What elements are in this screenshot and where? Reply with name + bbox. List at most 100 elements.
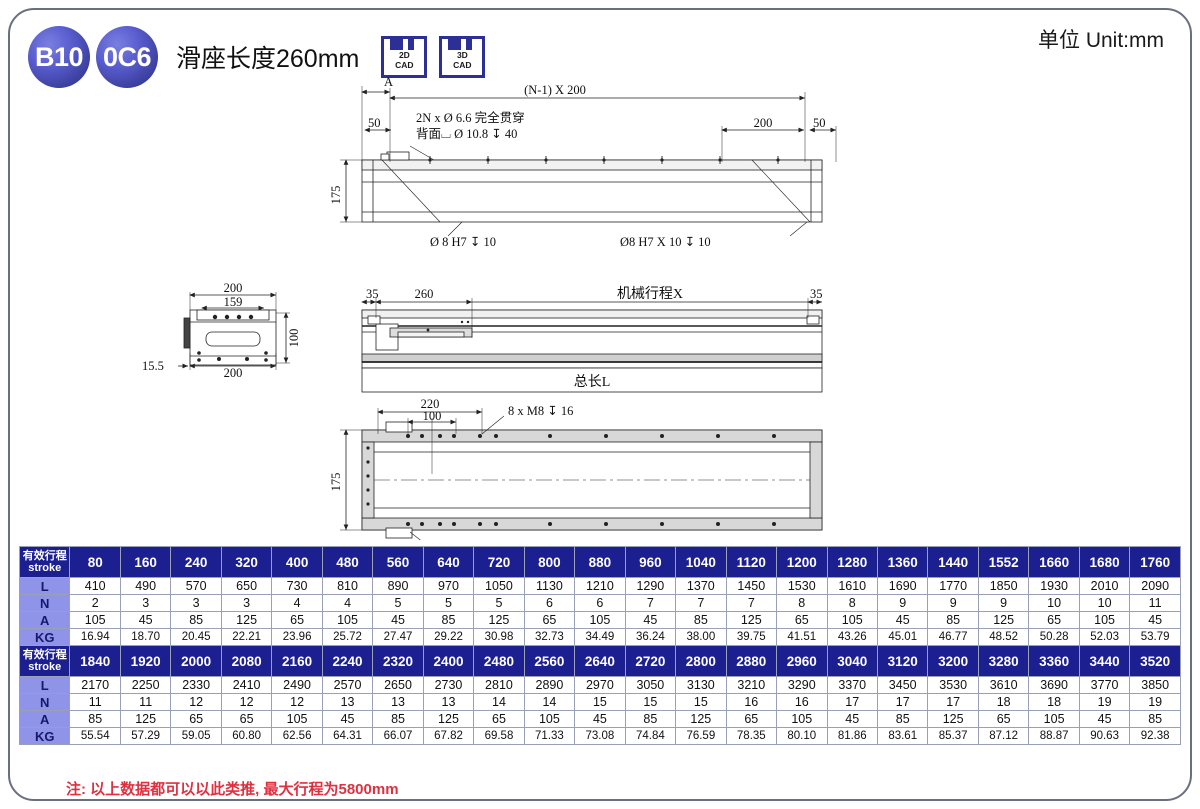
cell-a: 105 <box>523 710 576 728</box>
cell-l: 3850 <box>1129 676 1181 694</box>
dim-100: 100 <box>423 409 442 423</box>
table-row: N 2 3 3 3 4 4 5 5 5 6 6 7 7 7 8 8 9 9 9 10 10 11 <box>18 594 1181 612</box>
stroke-value-cell: 880 <box>574 546 626 578</box>
stroke-value-cell: 2000 <box>170 645 222 677</box>
dim-marker-a: A <box>384 75 393 89</box>
cell-kg: 64.31 <box>321 727 374 745</box>
model-badge-1: B10 <box>28 26 90 88</box>
cell-l: 2330 <box>170 676 222 694</box>
cell-kg: 81.86 <box>826 727 878 745</box>
cell-l: 1290 <box>624 577 677 595</box>
cell-kg: 43.26 <box>826 628 878 646</box>
cell-a: 85 <box>624 710 677 728</box>
stroke-value-cell: 240 <box>170 546 222 578</box>
cell-n: 10 <box>1028 594 1080 612</box>
cell-kg: 46.77 <box>927 628 979 646</box>
cell-n: 15 <box>624 693 677 711</box>
cell-a: 65 <box>220 710 273 728</box>
table-row: L 2170 2250 2330 2410 2490 2570 2650 2730 2810 289… <box>18 676 1181 694</box>
stroke-value-cell: 2080 <box>220 645 273 677</box>
stroke-value-cell: 1840 <box>69 645 121 677</box>
cell-l: 2090 <box>1129 577 1181 595</box>
stroke-value-cell: 2720 <box>624 645 677 677</box>
cell-l: 2970 <box>574 676 626 694</box>
cell-n: 6 <box>574 594 626 612</box>
cell-kg: 23.96 <box>271 628 323 646</box>
cell-l: 650 <box>220 577 273 595</box>
cell-kg: 48.52 <box>977 628 1030 646</box>
cell-kg: 39.75 <box>725 628 778 646</box>
cell-kg: 16.94 <box>69 628 121 646</box>
cell-n: 16 <box>776 693 828 711</box>
table-row: L 410 490 570 650 730 810 890 970 1050 1130 1210 129… <box>18 577 1181 595</box>
cell-l: 1050 <box>473 577 525 595</box>
stroke-value-cell: 1280 <box>826 546 878 578</box>
cell-a: 85 <box>876 710 929 728</box>
cell-n: 6 <box>523 594 576 612</box>
cell-kg: 22.21 <box>220 628 273 646</box>
stroke-value-cell: 3520 <box>1129 645 1181 677</box>
model-badge-2: 0C6 <box>96 26 158 88</box>
cell-kg: 53.79 <box>1129 628 1181 646</box>
dim-left-edge: 50 <box>368 116 381 130</box>
stroke-value-cell: 2400 <box>422 645 475 677</box>
stroke-value-cell: 3360 <box>1028 645 1080 677</box>
stroke-value-cell: 480 <box>321 546 374 578</box>
stroke-value-cell: 1440 <box>927 546 979 578</box>
label-mechanical-stroke: 机械行程X <box>617 286 683 302</box>
cell-n: 5 <box>473 594 525 612</box>
cell-a: 45 <box>624 611 677 629</box>
cell-n: 18 <box>977 693 1030 711</box>
cell-a: 105 <box>1078 611 1131 629</box>
cell-kg: 74.84 <box>624 727 677 745</box>
dim-pitch: 200 <box>754 116 773 130</box>
cell-kg: 27.47 <box>372 628 424 646</box>
row-label-a: A <box>18 611 71 629</box>
table-note: 注: 以上数据都可以以此类推, 最大行程为5800mm <box>66 781 399 798</box>
cad-2d-line1: 2D <box>398 50 410 60</box>
dim-section-height: 100 <box>287 329 301 348</box>
cell-l: 2410 <box>220 676 273 694</box>
table-row: A 105 45 85 125 65 105 45 85 125 65 105 45 85 125 65 105… <box>18 611 1181 629</box>
cell-l: 3610 <box>977 676 1030 694</box>
table-header-row: 有效行程 stroke 1840 1920 2000 2080 2160 2240 2320 24… <box>18 645 1181 677</box>
cell-a: 45 <box>372 611 424 629</box>
cell-l: 1130 <box>523 577 576 595</box>
cell-a: 45 <box>119 611 172 629</box>
cell-a: 45 <box>826 710 878 728</box>
cell-l: 3370 <box>826 676 878 694</box>
cell-a: 125 <box>473 611 525 629</box>
cell-l: 1930 <box>1028 577 1080 595</box>
table-row: KG 16.94 18.70 20.45 22.21 23.96 25.72 27.47 29.… <box>18 628 1181 646</box>
cell-n: 9 <box>977 594 1030 612</box>
cell-a: 125 <box>119 710 172 728</box>
cell-l: 2730 <box>422 676 475 694</box>
stroke-value-cell: 2240 <box>321 645 374 677</box>
cell-kg: 78.35 <box>725 727 778 745</box>
cell-a: 65 <box>977 710 1030 728</box>
cell-n: 14 <box>473 693 525 711</box>
stroke-value-cell: 3200 <box>927 645 979 677</box>
stroke-header-cell: 有效行程 stroke <box>18 546 71 578</box>
cell-n: 12 <box>271 693 323 711</box>
cell-kg: 34.49 <box>574 628 626 646</box>
cell-n: 7 <box>624 594 677 612</box>
row-label-a: A <box>18 710 71 728</box>
stroke-value-cell: 2480 <box>473 645 525 677</box>
cell-kg: 41.51 <box>776 628 828 646</box>
cad-2d-line2: CAD <box>395 59 414 70</box>
row-label-kg: KG <box>18 727 71 745</box>
dim-end-left: 35 <box>366 287 379 301</box>
stroke-value-cell: 1040 <box>675 546 727 578</box>
cell-a: 125 <box>675 710 727 728</box>
cell-a: 45 <box>1078 710 1131 728</box>
stroke-value-cell: 160 <box>119 546 172 578</box>
cell-l: 3290 <box>776 676 828 694</box>
cad-3d-icon[interactable]: 3D CAD <box>439 36 486 78</box>
cad-2d-icon[interactable]: 2D CAD <box>381 36 428 78</box>
stroke-header-cn: 有效行程 <box>22 649 67 661</box>
row-label-l: L <box>18 577 71 595</box>
stroke-value-cell: 1120 <box>725 546 778 578</box>
cell-a: 65 <box>1028 611 1080 629</box>
cell-kg: 67.82 <box>422 727 475 745</box>
